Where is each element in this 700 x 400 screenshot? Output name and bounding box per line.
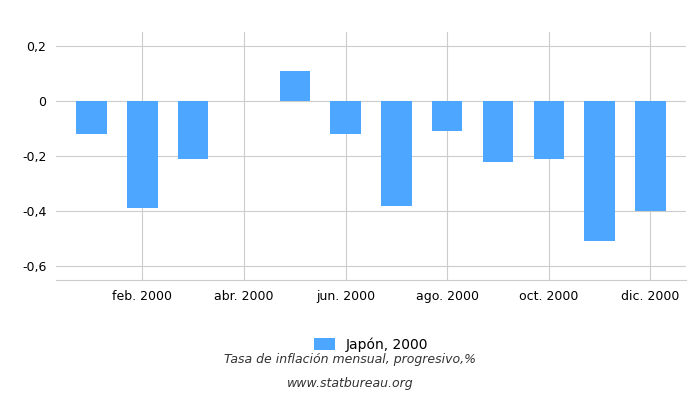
- Bar: [483, 101, 513, 162]
- Text: Tasa de inflación mensual, progresivo,%: Tasa de inflación mensual, progresivo,%: [224, 354, 476, 366]
- Bar: [382, 101, 412, 206]
- Bar: [635, 101, 666, 211]
- Bar: [584, 101, 615, 242]
- Bar: [127, 101, 158, 208]
- Bar: [279, 70, 310, 101]
- Text: www.statbureau.org: www.statbureau.org: [287, 378, 413, 390]
- Bar: [533, 101, 564, 159]
- Bar: [330, 101, 360, 134]
- Bar: [432, 101, 463, 131]
- Legend: Japón, 2000: Japón, 2000: [308, 332, 434, 357]
- Bar: [76, 101, 107, 134]
- Bar: [178, 101, 209, 159]
